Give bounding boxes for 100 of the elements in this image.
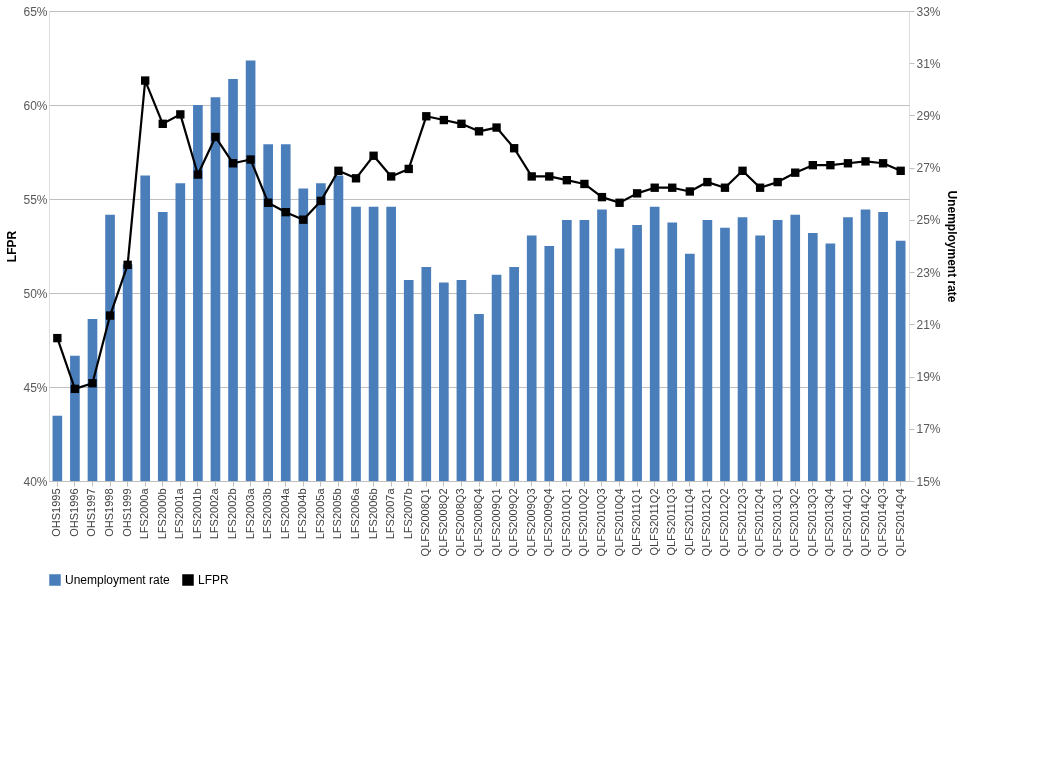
point	[545, 172, 554, 181]
y2-tick-label: 31%	[916, 56, 941, 71]
point	[703, 177, 712, 187]
point	[193, 170, 203, 179]
point	[53, 333, 62, 343]
point	[422, 112, 431, 121]
x-tick-label: QLFS2013Q1	[770, 488, 783, 557]
point	[580, 179, 589, 189]
x-tick-label: QLFS2013Q4	[823, 488, 836, 557]
x-tick-label: QLFS2013Q2	[788, 488, 801, 557]
point	[896, 166, 905, 175]
point	[738, 166, 747, 175]
x-tick-label: QLFS2008Q3	[454, 488, 467, 557]
y2-tick-label: 15%	[916, 474, 941, 489]
x-tick-label: QLFS2009Q1	[489, 488, 502, 557]
x-tick-label: QLFS2011Q4	[682, 488, 695, 556]
point	[316, 196, 326, 206]
x-tick-label: LFS2007b	[401, 488, 414, 540]
point	[141, 76, 150, 85]
y2-tick-label: 29%	[916, 108, 941, 123]
x-tick-label: OHS1996	[67, 488, 80, 537]
x-tick-label: QLFS2014Q1	[840, 488, 853, 557]
x-tick-label: QLFS2009Q3	[524, 488, 537, 557]
x-tick-label: LFS2000a	[138, 487, 151, 540]
x-tick-label: QLFS2014Q2	[858, 488, 871, 557]
point	[597, 192, 607, 202]
point	[369, 151, 378, 160]
legend-label: LFPR	[198, 573, 230, 587]
point	[351, 174, 361, 183]
point	[474, 127, 484, 136]
point	[123, 260, 132, 269]
y2-tick-label: 17%	[916, 422, 941, 437]
y2-tick-label: 25%	[916, 213, 941, 228]
x-tick-label: LFS2006a	[349, 487, 362, 540]
x-tick-label: LFS2000b	[155, 488, 168, 540]
point	[281, 207, 290, 217]
y2-tick-label: 33%	[916, 4, 941, 19]
y-axis-title: LFPR	[5, 230, 20, 263]
point	[615, 198, 624, 207]
x-tick-label: QLFS2009Q4	[542, 488, 555, 557]
y2-tick-label: 19%	[916, 370, 941, 385]
x-tick-label: OHS1995	[50, 488, 63, 537]
y-tick-label: 60%	[23, 98, 48, 113]
point	[457, 119, 466, 128]
point	[826, 160, 835, 170]
y-tick-label: 65%	[23, 4, 48, 19]
x-tick-label: QLFS2008Q4	[472, 488, 484, 557]
point	[70, 384, 80, 394]
x-tick-label: LFS2002b	[226, 488, 239, 540]
y2-tick-label: 23%	[916, 265, 941, 280]
point	[404, 164, 413, 174]
x-tick-label: QLFS2010Q1	[559, 488, 572, 557]
x-tick-label: QLFS2010Q3	[594, 488, 607, 557]
point	[720, 183, 730, 192]
y-tick-label: 45%	[23, 380, 48, 395]
point	[246, 155, 255, 164]
x-tick-label: OHS1997	[85, 488, 98, 537]
x-tick-label: LFS2003a	[243, 487, 256, 540]
x-tick-label: LFS2005b	[331, 488, 344, 540]
point	[263, 198, 273, 207]
point	[176, 110, 185, 119]
point	[228, 159, 238, 168]
x-tick-label: QLFS2010Q4	[612, 488, 625, 557]
point	[158, 119, 167, 128]
point	[632, 189, 642, 198]
x-tick-label: LFS2001a	[173, 487, 186, 540]
point	[439, 115, 449, 125]
point	[492, 123, 501, 132]
x-tick-label: OHS1998	[103, 488, 116, 537]
point	[861, 157, 870, 166]
point	[668, 183, 677, 192]
x-tick-label: QLFS2012Q1	[700, 488, 713, 557]
x-tick-label: LFS2007a	[384, 487, 397, 540]
x-tick-label: LFS2001b	[190, 488, 203, 540]
x-tick-label: QLFS2013Q3	[805, 488, 818, 557]
point	[878, 159, 888, 168]
x-tick-label: QLFS2008Q2	[436, 488, 449, 557]
x-tick-label: QLFS2012Q3	[735, 488, 748, 557]
point	[562, 176, 572, 185]
x-tick-label: LFS2005a	[313, 487, 326, 540]
x-tick-label: QLFS2010Q2	[577, 488, 590, 557]
point	[527, 172, 536, 181]
y-tick-label: 40%	[23, 474, 48, 489]
y-tick-label: 50%	[23, 286, 48, 301]
x-tick-label: OHS1999	[120, 488, 133, 537]
legend-label: Unemployment rate	[65, 573, 171, 587]
x-tick-label: LFS2003b	[261, 488, 274, 540]
y2-axis-title: Unemployment rate	[944, 190, 959, 303]
x-tick-label: QLFS2012Q4	[753, 488, 766, 557]
point	[509, 144, 519, 153]
point	[334, 166, 343, 175]
x-tick-label: QLFS2011Q2	[647, 488, 660, 556]
x-tick-label: LFS2006b	[366, 488, 379, 540]
point	[211, 132, 220, 142]
x-tick-label: QLFS2014Q3	[876, 488, 889, 557]
x-tick-label: LFS2004b	[296, 488, 309, 540]
point	[299, 215, 308, 224]
point	[88, 379, 97, 388]
point	[386, 172, 396, 181]
x-tick-label: QLFS2012Q2	[717, 488, 730, 557]
